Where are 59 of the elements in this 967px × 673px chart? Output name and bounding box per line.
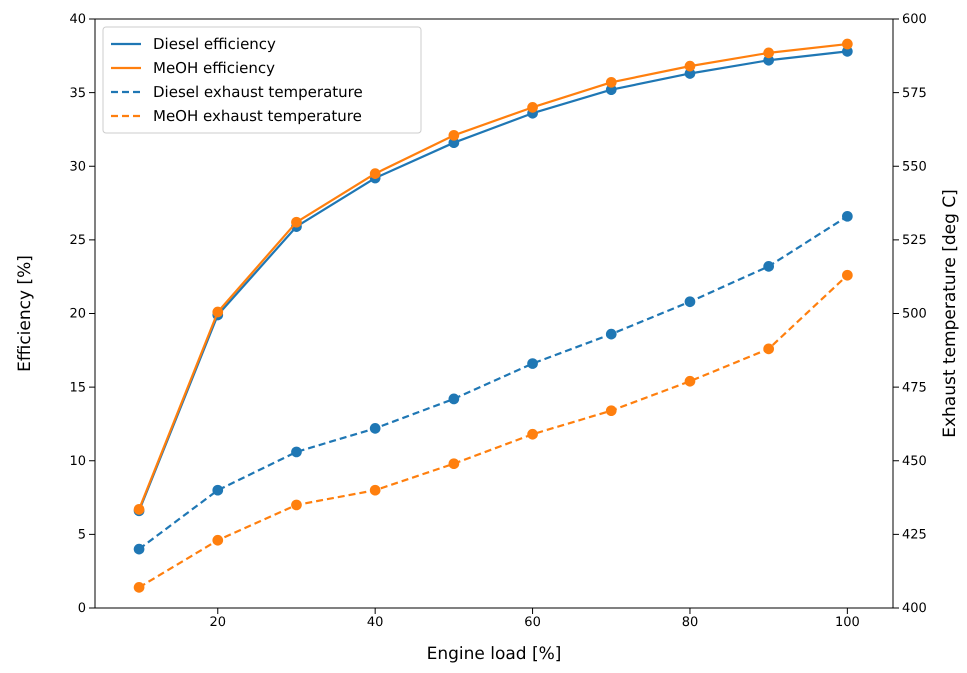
point bbox=[684, 60, 696, 72]
y2-tick-label: 575 bbox=[902, 86, 927, 101]
point bbox=[527, 102, 538, 113]
point bbox=[212, 534, 224, 546]
y-tick-label: 15 bbox=[69, 380, 86, 396]
y2-axis-title: Exhaust temperature [deg C] bbox=[940, 189, 960, 438]
point bbox=[842, 210, 853, 222]
point bbox=[134, 544, 144, 554]
legend-label: Diesel efficiency bbox=[153, 35, 276, 53]
y-tick-label: 20 bbox=[69, 306, 86, 322]
point bbox=[370, 423, 381, 434]
y-axis-title: Efficiency [%] bbox=[15, 255, 35, 372]
legend-label: Diesel exhaust temperature bbox=[153, 83, 363, 101]
point bbox=[370, 168, 381, 179]
point bbox=[763, 344, 774, 354]
legend-label: MeOH efficiency bbox=[153, 59, 276, 77]
x-tick-label: 100 bbox=[834, 615, 860, 630]
legend-label: MeOH exhaust temperature bbox=[153, 107, 362, 125]
y2-tick-label: 525 bbox=[902, 233, 927, 248]
point bbox=[291, 500, 302, 510]
point bbox=[606, 405, 617, 416]
x-axis-title: Engine load [%] bbox=[426, 644, 562, 664]
point bbox=[606, 76, 617, 88]
y-tick-label: 30 bbox=[69, 159, 86, 174]
x-tick-label: 60 bbox=[524, 615, 541, 630]
y2-tick-label: 450 bbox=[902, 454, 927, 469]
point bbox=[134, 582, 144, 593]
point bbox=[684, 376, 696, 387]
point bbox=[842, 38, 853, 50]
point bbox=[527, 358, 538, 369]
y2-tick-label: 425 bbox=[902, 528, 927, 543]
y-tick-label: 5 bbox=[78, 528, 86, 543]
y2-tick-label: 550 bbox=[902, 159, 927, 174]
point bbox=[448, 394, 460, 404]
y-tick-label: 40 bbox=[69, 12, 86, 28]
y-tick-label: 10 bbox=[69, 454, 86, 469]
point bbox=[842, 270, 853, 281]
point bbox=[763, 48, 774, 58]
y2-tick-label: 475 bbox=[902, 380, 927, 396]
point bbox=[370, 484, 381, 496]
point bbox=[763, 261, 774, 272]
x-tick-label: 80 bbox=[682, 615, 698, 630]
point bbox=[212, 484, 224, 496]
point bbox=[606, 328, 617, 340]
y2-tick-label: 500 bbox=[902, 306, 927, 322]
point bbox=[448, 458, 460, 470]
y2-tick-label: 400 bbox=[902, 601, 927, 616]
y-tick-label: 0 bbox=[78, 601, 86, 616]
y2-tick-label: 600 bbox=[902, 12, 927, 28]
y-tick-label: 35 bbox=[69, 86, 86, 101]
point bbox=[212, 306, 224, 318]
point bbox=[291, 446, 302, 458]
point bbox=[291, 216, 302, 228]
x-tick-label: 40 bbox=[366, 615, 384, 630]
point bbox=[448, 130, 460, 141]
point bbox=[684, 296, 696, 308]
y-tick-label: 25 bbox=[69, 233, 86, 248]
point bbox=[527, 428, 538, 440]
x-tick-label: 20 bbox=[209, 615, 226, 630]
